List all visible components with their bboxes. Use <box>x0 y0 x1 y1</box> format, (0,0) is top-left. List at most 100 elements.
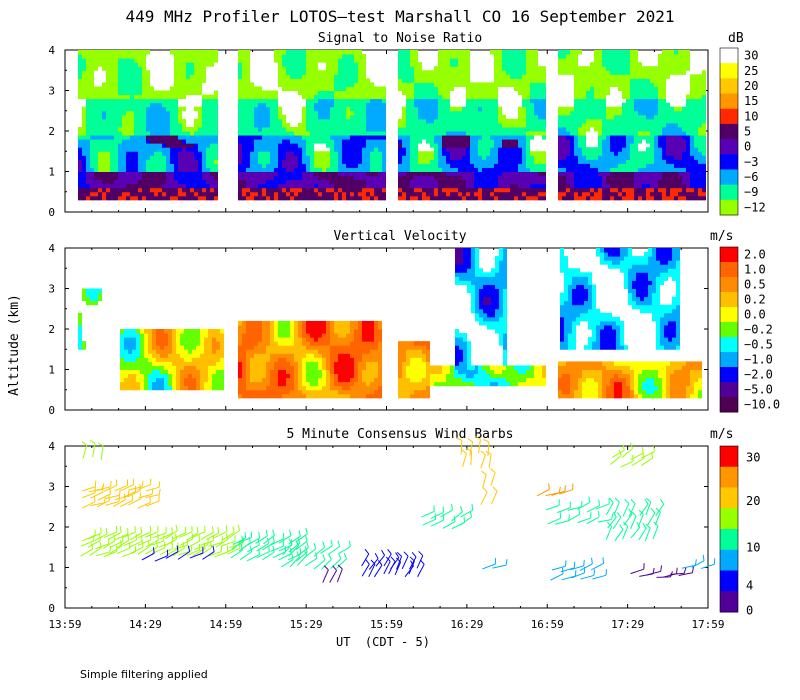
snr-cell <box>566 135 570 140</box>
snr-cell <box>606 82 610 87</box>
snr-cell <box>86 191 90 197</box>
snr-cell <box>90 58 94 63</box>
snr-cell <box>522 151 526 156</box>
snr-cell <box>370 90 374 96</box>
snr-cell <box>254 98 258 104</box>
snr-cell <box>86 58 90 63</box>
snr-cell <box>174 90 178 96</box>
snr-cell <box>594 58 598 63</box>
snr-cell <box>350 110 354 116</box>
snr-cell <box>698 106 702 112</box>
snr-cell <box>662 167 666 172</box>
snr-cell <box>594 98 598 104</box>
snr-cell <box>414 82 418 87</box>
snr-cell <box>474 195 478 201</box>
snr-cell <box>494 110 498 116</box>
vv-cell <box>124 357 128 362</box>
snr-cell <box>522 94 526 100</box>
snr-cell <box>542 70 546 75</box>
snr-cell <box>614 122 618 128</box>
snr-cell <box>266 175 270 181</box>
snr-cell <box>190 131 194 136</box>
snr-cell <box>438 187 442 193</box>
snr-cell <box>542 179 546 185</box>
snr-cell <box>378 171 382 177</box>
snr-cell <box>278 147 282 152</box>
vv-cell <box>120 349 124 354</box>
snr-cell <box>578 191 582 197</box>
snr-cell <box>102 114 106 120</box>
snr-cell <box>382 155 386 160</box>
snr-cell <box>602 86 606 91</box>
snr-cell <box>406 86 410 91</box>
snr-cell <box>238 183 242 189</box>
snr-cell <box>458 135 462 140</box>
snr-cell <box>350 131 354 136</box>
snr-cell <box>314 151 318 156</box>
snr-cell <box>626 195 630 201</box>
snr-cell <box>478 179 482 185</box>
snr-cell <box>542 126 546 132</box>
snr-cell <box>338 110 342 116</box>
snr-cell <box>346 163 350 168</box>
snr-cell <box>658 74 662 79</box>
snr-cell <box>170 155 174 160</box>
snr-cell <box>534 151 538 156</box>
snr-cell <box>658 167 662 172</box>
snr-cell <box>186 191 190 197</box>
snr-cell <box>90 102 94 108</box>
snr-cell <box>138 58 142 63</box>
snr-cell <box>670 183 674 189</box>
snr-cell <box>562 110 566 116</box>
snr-cell <box>634 94 638 100</box>
snr-cell <box>666 54 670 59</box>
snr-cell <box>214 175 218 181</box>
snr-cell <box>586 114 590 120</box>
snr-cell <box>270 126 274 132</box>
snr-cell <box>310 58 314 63</box>
snr-cell <box>154 143 158 148</box>
snr-cell <box>270 179 274 185</box>
snr-cell <box>430 139 434 144</box>
snr-cell <box>178 167 182 172</box>
snr-cell <box>306 126 310 132</box>
snr-cell <box>162 179 166 185</box>
snr-cell <box>354 106 358 112</box>
snr-cell <box>698 131 702 136</box>
snr-cell <box>582 155 586 160</box>
snr-cell <box>342 187 346 193</box>
snr-cell <box>294 86 298 91</box>
snr-cell <box>206 147 210 152</box>
snr-cell <box>398 74 402 79</box>
snr-cell <box>298 74 302 79</box>
snr-cell <box>670 167 674 172</box>
snr-cell <box>350 179 354 185</box>
snr-cell <box>446 191 450 197</box>
snr-cell <box>534 86 538 91</box>
snr-cell <box>514 163 518 168</box>
snr-cell <box>342 147 346 152</box>
snr-cell <box>134 167 138 172</box>
snr-cell <box>298 155 302 160</box>
snr-cell <box>118 114 122 120</box>
snr-cell <box>498 139 502 144</box>
snr-cell <box>674 175 678 181</box>
snr-cell <box>578 86 582 91</box>
snr-cell <box>258 179 262 185</box>
snr-cell <box>138 167 142 172</box>
snr-cell <box>646 118 650 124</box>
snr-cell <box>126 155 130 160</box>
snr-cell <box>502 70 506 75</box>
snr-cell <box>506 195 510 201</box>
snr-cell <box>494 114 498 120</box>
snr-cell <box>174 82 178 87</box>
snr-cell <box>162 195 166 201</box>
snr-cell <box>622 179 626 185</box>
snr-cell <box>350 82 354 87</box>
snr-cell <box>654 86 658 91</box>
snr-cell <box>618 106 622 112</box>
snr-cell <box>214 135 218 140</box>
snr-cell <box>450 118 454 124</box>
snr-cell <box>658 139 662 144</box>
snr-cell <box>426 171 430 177</box>
